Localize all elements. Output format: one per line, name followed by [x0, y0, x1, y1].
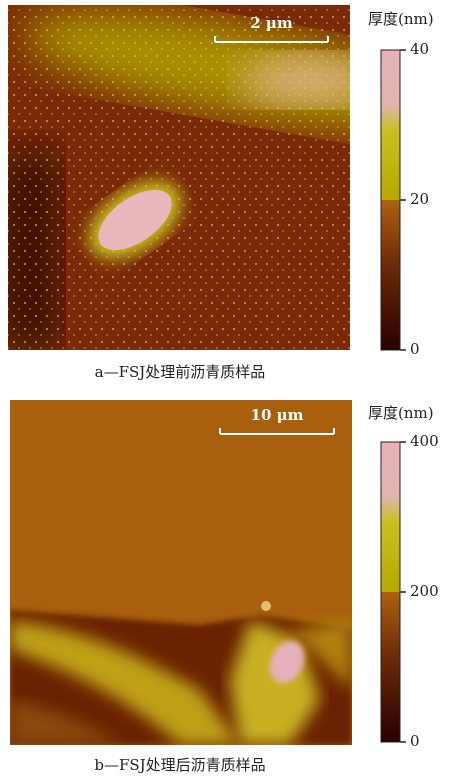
colorbar-tick-label: 20: [410, 190, 429, 208]
colorbar-tick-label: 0: [410, 340, 420, 358]
colorbar: [381, 50, 400, 350]
colorbar-title: 厚度(nm): [368, 404, 434, 422]
figure: 2 μm 厚度(nm) 0 20 40 a—FSJ处理前沥青质样品 10 μm 厚度(nm) 0…: [0, 0, 451, 776]
colorbar: [381, 442, 400, 742]
colorbar-title: 厚度(nm): [368, 10, 434, 28]
colorbar-tick-label: 200: [410, 582, 439, 600]
caption: b—FSJ处理后沥青质样品: [94, 756, 265, 774]
afm-image-b: [10, 400, 352, 745]
scale-bar-label: 2 μm: [250, 14, 293, 32]
caption: a—FSJ处理前沥青质样品: [95, 363, 266, 381]
colorbar-tick-label: 0: [410, 732, 420, 750]
scale-bar-label: 10 μm: [251, 406, 304, 424]
colorbar-tick-label: 400: [410, 432, 439, 450]
colorbar-tick-label: 40: [410, 40, 429, 58]
